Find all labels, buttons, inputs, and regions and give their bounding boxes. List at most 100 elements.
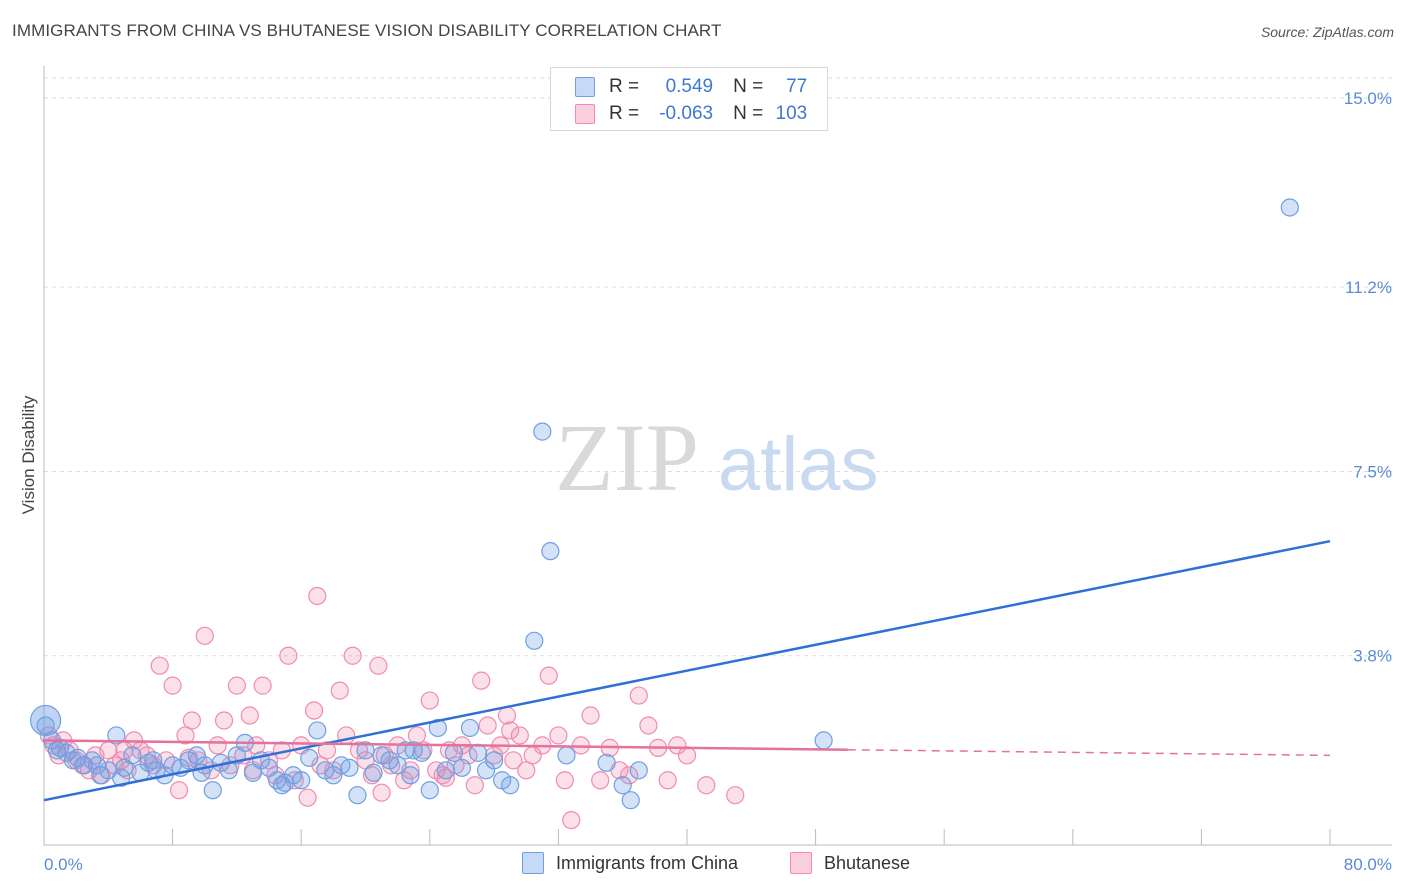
bhutanese-point [478,716,497,735]
bhutanese-point [227,676,246,695]
china-point [428,718,447,738]
bottom-legend-china: Immigrants from China [522,852,738,874]
legend-box: R = 0.549 N = 77 R = -0.063 N = 103 [550,67,828,131]
china-point [401,766,420,785]
y-axis-label: Vision Disability [19,395,38,514]
china-point [629,761,648,780]
bhutanese-point [555,771,574,790]
bhutanese-point [253,676,272,695]
bhutanese-point [308,586,327,606]
bhutanese-point [639,716,658,735]
china-point [63,751,83,770]
china-point [123,746,142,765]
legend-n-value: 77 [786,76,808,97]
watermark: ZIP atlas [555,404,879,511]
bhutanese-point [343,646,362,665]
y-tick-label: 15.0% [1344,89,1392,108]
legend-n-label: N = [733,103,764,124]
tick-labels: 3.8% 7.5% 11.2% 15.0% 0.0% 80.0% [44,89,1392,874]
bhutanese-point [629,686,648,705]
bhutanese-point [562,810,581,830]
legend-r-value: -0.063 [659,103,714,124]
china-point [30,704,62,737]
swatch-china [522,852,544,874]
china-point [340,758,359,777]
china-point [144,751,163,770]
legend-swatch-china [575,77,595,97]
source-label: Source: ZipAtlas.com [1260,24,1394,40]
china-point [613,776,632,795]
china-point [57,743,76,762]
china-point [348,786,367,805]
bhutanese-point [279,646,298,665]
bhutanese-point [436,768,455,787]
bhutanese-point [304,701,324,720]
bhutanese-point [208,736,227,755]
bhutanese-point [620,766,639,785]
legend-row-bhutanese: R = -0.063 N = 103 [575,102,807,126]
bhutanese-point [591,771,610,790]
china-point [444,743,464,762]
china-point [83,751,102,770]
legend-n-label: N = [733,76,764,97]
china-point [597,753,616,772]
bhutanese-point [472,671,491,690]
bhutanese-point [581,706,600,725]
china-point [525,631,544,650]
bhutanese-trend-extension [847,748,1331,757]
china-point [203,781,222,800]
china-point [112,768,131,787]
bhutanese-point [517,761,536,780]
bhutanese-point [658,771,677,790]
axes [43,66,1392,846]
china-point [388,756,407,775]
bhutanese-point [668,736,687,755]
china-point [557,746,576,765]
china-point [107,726,126,745]
watermark-zip: ZIP [555,404,699,511]
china-point [436,761,455,780]
china-point [412,743,431,762]
china-point [300,748,319,767]
china-point [485,751,504,770]
china-point [533,422,552,441]
legend-r-label: R = [609,103,640,124]
bhutanese-point [369,656,388,675]
bhutanese-point [214,711,234,730]
china-point [460,718,480,738]
china-point [36,716,55,735]
china-point [420,781,439,800]
bhutanese-point [501,721,520,740]
bottom-legend: Immigrants from China Bhutanese [0,852,1406,878]
bhutanese-point [176,726,195,745]
x-tick-label: 0.0% [44,855,83,874]
legend-swatch-bhutanese [575,104,595,124]
bottom-legend-bhutanese-label: Bhutanese [824,852,911,873]
bhutanese-point [497,706,517,725]
bhutanese-point [163,676,182,695]
bhutanese-point [150,656,169,675]
bhutanese-point [182,711,201,730]
bhutanese-point [240,706,259,725]
bhutanese-point [510,726,529,745]
china-point [1280,198,1299,217]
bhutanese-point [697,776,716,795]
bhutanese-point [298,788,317,807]
bottom-legend-bhutanese: Bhutanese [790,852,910,874]
bhutanese-trend-line [43,739,848,751]
bhutanese-point [539,666,558,685]
legend-n-value: 103 [775,103,808,124]
x-tick-label: 80.0% [1344,855,1392,874]
china-point [272,776,292,795]
bhutanese-point [372,783,391,802]
y-tick-label: 11.2% [1345,278,1392,297]
china-trend-line [43,539,1331,802]
bhutanese-point [169,781,189,800]
chart-title: IMMIGRANTS FROM CHINA VS BHUTANESE VISIO… [12,21,722,40]
y-tick-label: 7.5% [1353,462,1392,481]
bottom-legend-china-label: Immigrants from China [556,852,739,873]
china-point [621,791,640,810]
china-point [814,731,833,750]
bhutanese-point [317,741,337,760]
